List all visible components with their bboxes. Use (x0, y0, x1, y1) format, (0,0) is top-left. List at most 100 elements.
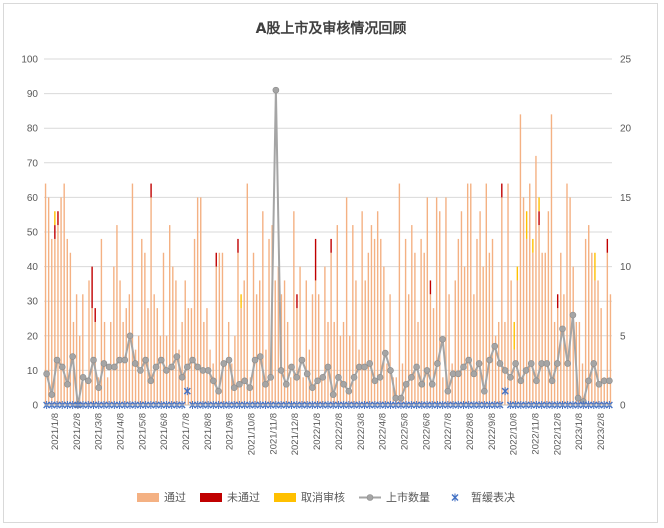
listing-point (564, 360, 572, 367)
bar-pass (184, 280, 186, 405)
bar-pass (265, 349, 267, 405)
listing-point (69, 353, 76, 360)
bar-pass (591, 252, 593, 405)
listing-point (590, 360, 598, 367)
bar-pass (584, 238, 587, 405)
listing-point (79, 374, 87, 381)
legend-item: 暂缓表决 (451, 490, 515, 504)
x-tick-label: 2022/8/8 (465, 413, 476, 450)
bar-pass (94, 321, 96, 405)
bar-pass (476, 238, 478, 405)
bar-pass (60, 197, 62, 405)
bar-pass (429, 294, 432, 405)
bar-pass (594, 280, 596, 405)
bar-fail (556, 294, 559, 309)
bar-pass (435, 197, 438, 405)
bar-pass (572, 266, 574, 405)
legend-swatch (200, 493, 222, 502)
listing-point (111, 363, 118, 371)
listing-point (481, 387, 488, 395)
x-tick-label: 2021/3/8 (94, 413, 105, 450)
bar-pass (541, 252, 543, 405)
bar-pass (162, 252, 165, 405)
bar-pass (91, 308, 93, 405)
deferred-marker (501, 387, 509, 396)
x-tick-label: 2022/4/8 (378, 413, 389, 450)
bar-pass (321, 377, 323, 405)
listing-point (225, 356, 233, 364)
bar-pass (122, 321, 124, 405)
listing-point (496, 360, 504, 367)
bar-pass (106, 377, 109, 405)
listing-point (293, 374, 301, 381)
legend-swatch (366, 494, 374, 501)
bar-fail (94, 308, 96, 322)
bar-pass (221, 252, 224, 405)
listing-point (324, 363, 332, 371)
listing-point (371, 377, 379, 385)
bar-pass (519, 114, 522, 406)
bar-fail (150, 183, 152, 198)
listing-point (64, 380, 71, 388)
x-tick-label: 2022/1/8 (312, 413, 323, 450)
bar-pass (516, 280, 519, 405)
bar-pass (525, 238, 528, 405)
bar-pass (367, 252, 370, 405)
listing-point (397, 394, 405, 402)
bar-pass (290, 377, 292, 405)
bar-pass (547, 211, 550, 405)
x-tick-label: 2022/5/8 (399, 413, 410, 450)
legend-item: 取消审核 (274, 490, 345, 504)
bar-pass (147, 308, 149, 405)
listing-point (501, 367, 509, 374)
listing-point (522, 367, 530, 374)
bar-pass (311, 294, 314, 405)
x-tick-label: 2021/9/8 (225, 413, 236, 450)
listing-point (329, 391, 337, 398)
legend-label: 暂缓表决 (471, 490, 515, 504)
listing-point (314, 377, 321, 385)
legend-label: 通过 (164, 491, 186, 504)
bar-pass (336, 225, 339, 405)
listing-point (288, 363, 295, 371)
listing-point (194, 363, 202, 371)
bar-pass (144, 252, 146, 405)
listing-point (439, 335, 446, 343)
bar-pass (63, 183, 65, 405)
bar-pass (66, 238, 68, 405)
listing-point (309, 384, 316, 392)
legend-label: 取消审核 (301, 490, 345, 504)
bar-pass (215, 266, 217, 405)
bar-pass (417, 321, 419, 405)
bar-pass (491, 238, 494, 405)
bar-pass (47, 197, 50, 405)
chart-frame: A股上市及审核情况回顾 0 10 20 30 40 50 60 70 80 90 100 0 5 10 1… (3, 3, 658, 523)
listing-point (210, 377, 217, 385)
listing-point (345, 387, 353, 395)
bar-pass (153, 294, 155, 405)
listing-point (163, 367, 170, 374)
listing-point (428, 380, 436, 388)
listing-point (147, 377, 155, 385)
bar-pass (578, 321, 581, 405)
listing-point (434, 360, 441, 367)
bar-pass (408, 294, 410, 405)
listing-point (606, 377, 613, 385)
listing-point (408, 374, 415, 381)
bar-pass (414, 252, 416, 405)
bar-pass (190, 308, 193, 405)
bar-pass (389, 294, 391, 405)
listing-point (277, 367, 285, 374)
listing-point (251, 356, 259, 364)
bar-cancel (525, 211, 528, 239)
bar-pass (302, 377, 304, 405)
bar-pass (457, 238, 460, 405)
left-tick-label: 10 (27, 366, 39, 377)
x-tick-label: 2022/12/8 (552, 413, 563, 455)
bar-pass (609, 294, 612, 405)
listing-point (533, 377, 540, 385)
bar-pass (544, 252, 546, 405)
x-axis: 2021/1/8 2021/2/8 2021/3/8 2021/4/8 2021/5/8… (44, 404, 612, 455)
bar-pass (380, 238, 382, 405)
bar-pass (327, 321, 329, 405)
